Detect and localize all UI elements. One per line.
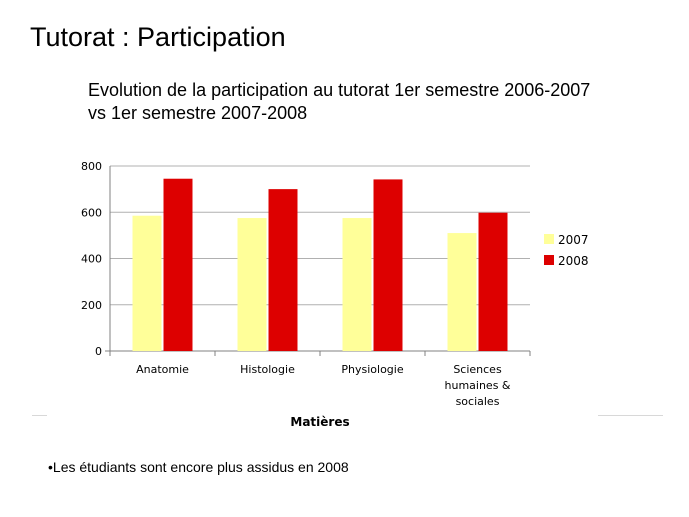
bar-2007 [342,218,372,351]
bar-2008 [268,189,298,351]
x-tick-label: Sciences [453,363,502,376]
x-tick-label: Physiologie [341,363,403,376]
chart-title-line-1: Evolution de la participation au tutorat… [88,80,591,100]
chart-title: Evolution de la participation au tutorat… [88,79,590,125]
divider-left [32,415,47,416]
bar-chart: 0 200 400 600 800 Anatomie Histologie Physiolog… [81,160,589,429]
x-axis-label: Matières [290,415,349,429]
bar-2007 [447,233,477,351]
x-tick-label: Anatomie [136,363,189,376]
slide-title: Tutorat : Participation [30,22,286,52]
bar-2008 [478,212,508,351]
x-tick-label: Histologie [240,363,295,376]
y-tick-label: 200 [81,299,102,312]
divider-right [598,415,663,416]
bullet-text: •Les étudiants sont encore plus assidus … [48,459,349,475]
y-tick-label: 400 [81,253,102,266]
y-tick-label: 800 [81,160,102,173]
legend-label-2008: 2008 [558,254,589,268]
bar-2007 [237,218,267,351]
legend-label-2007: 2007 [558,233,589,247]
x-tick-label: sociales [456,395,500,408]
x-tick-label: humaines & [445,379,511,392]
bar-2008 [163,178,193,351]
chart-title-line-2: vs 1er semestre 2007-2008 [88,103,308,123]
bar-2007 [132,215,162,351]
bar-2008 [373,179,403,351]
legend-swatch-2007 [544,234,554,244]
legend-swatch-2008 [544,255,554,265]
y-tick-label: 600 [81,206,102,219]
y-tick-label: 0 [95,345,102,358]
